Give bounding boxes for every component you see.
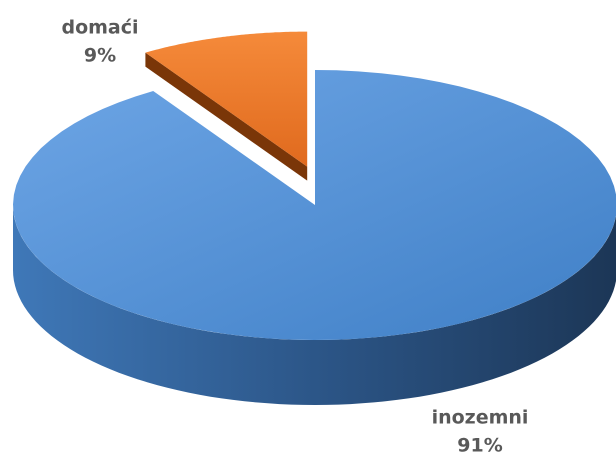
slice [13, 70, 616, 340]
slice-label: inozemni [432, 407, 529, 429]
slice-value-label: 91% [457, 435, 502, 456]
slice [145, 31, 308, 167]
slice-label: domaći [61, 17, 138, 39]
slice-face [145, 52, 308, 181]
slice-value-label: 9% [84, 45, 116, 67]
slice-side [13, 205, 616, 405]
